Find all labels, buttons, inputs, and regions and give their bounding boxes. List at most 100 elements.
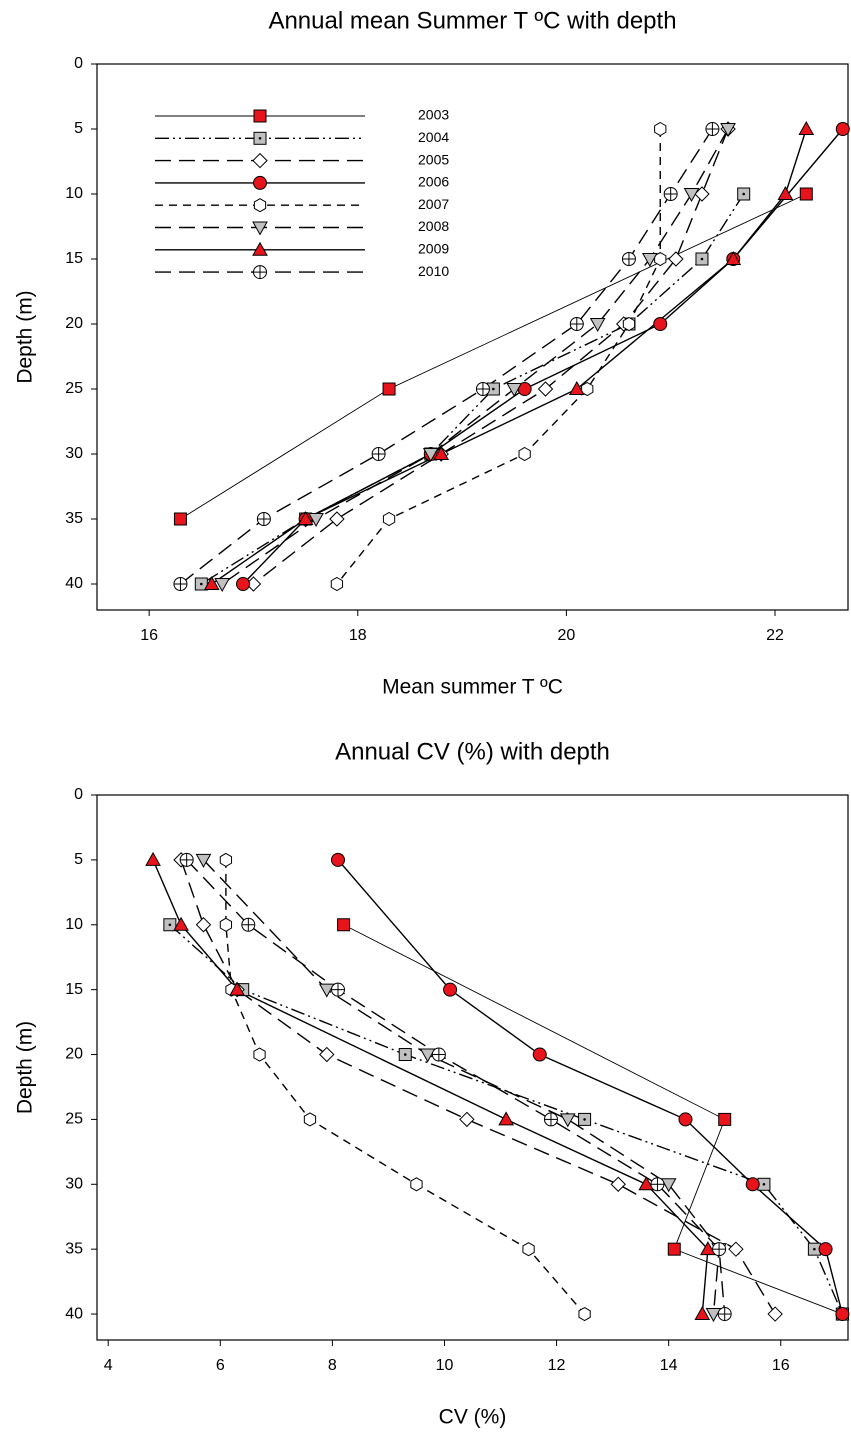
legend-marker bbox=[252, 241, 268, 256]
marker-shape bbox=[410, 1177, 423, 1192]
series-line bbox=[200, 193, 745, 585]
data-point bbox=[835, 1307, 850, 1322]
series-line bbox=[221, 128, 729, 585]
data-point bbox=[543, 1112, 558, 1127]
x-tick-label: 8 bbox=[328, 1357, 337, 1374]
data-point bbox=[203, 575, 220, 590]
marker-shape bbox=[253, 198, 267, 213]
marker-shape bbox=[798, 120, 815, 135]
x-tick-label: 22 bbox=[766, 627, 784, 644]
legend-marker bbox=[253, 175, 267, 190]
y-axis-label: Depth (m) bbox=[14, 1021, 37, 1114]
data-point bbox=[506, 383, 523, 398]
data-point bbox=[718, 1112, 732, 1126]
marker-shape bbox=[498, 1111, 514, 1126]
series-line bbox=[186, 859, 726, 1315]
marker-shape bbox=[297, 510, 314, 525]
data-point bbox=[422, 448, 439, 463]
x-tick-label: 12 bbox=[548, 1357, 566, 1374]
y-axis-label: Depth (m) bbox=[14, 290, 37, 383]
marker-shape bbox=[683, 188, 700, 203]
y-tick-label: 20 bbox=[65, 1046, 83, 1063]
y-tick-label: 0 bbox=[74, 55, 83, 72]
data-point bbox=[581, 381, 594, 397]
marker-shape bbox=[799, 187, 813, 201]
data-point bbox=[475, 382, 490, 396]
series-line bbox=[225, 859, 586, 1315]
marker-shape bbox=[214, 578, 231, 593]
data-point bbox=[318, 983, 335, 998]
data-point bbox=[329, 511, 345, 527]
marker-shape bbox=[433, 445, 450, 460]
data-point bbox=[683, 188, 700, 203]
data-point bbox=[532, 1047, 547, 1062]
data-point bbox=[589, 318, 606, 333]
legend-label: 2003 bbox=[418, 107, 449, 123]
marker-shape bbox=[589, 318, 606, 333]
marker-shape bbox=[532, 1047, 547, 1062]
data-point bbox=[219, 917, 233, 932]
data-point bbox=[303, 1112, 317, 1127]
data-point bbox=[459, 1111, 475, 1128]
marker-shape bbox=[718, 1112, 732, 1126]
legend-marker bbox=[253, 131, 267, 145]
data-point bbox=[163, 918, 177, 932]
data-point bbox=[638, 1176, 655, 1191]
series-line bbox=[152, 859, 709, 1315]
y-tick-label: 15 bbox=[65, 250, 83, 267]
marker-shape bbox=[610, 1176, 626, 1192]
marker-shape bbox=[835, 122, 850, 136]
data-point bbox=[382, 511, 396, 527]
data-point bbox=[653, 317, 668, 331]
data-point bbox=[253, 1047, 266, 1062]
marker-shape bbox=[195, 853, 212, 868]
marker-dot bbox=[200, 582, 203, 586]
marker-shape bbox=[337, 918, 351, 932]
data-point bbox=[621, 252, 636, 266]
series-line bbox=[253, 128, 729, 585]
data-point bbox=[145, 851, 161, 866]
data-point bbox=[650, 1177, 665, 1192]
marker-shape bbox=[678, 1112, 693, 1127]
y-tick-label: 0 bbox=[74, 786, 83, 803]
marker-dot bbox=[742, 192, 745, 196]
y-tick-label: 15 bbox=[65, 981, 83, 998]
series-line bbox=[180, 128, 713, 585]
marker-shape bbox=[654, 121, 667, 137]
marker-shape bbox=[382, 511, 396, 527]
data-point bbox=[297, 510, 314, 525]
data-point bbox=[578, 1306, 591, 1322]
marker-shape bbox=[330, 852, 345, 867]
data-point bbox=[578, 1112, 592, 1126]
data-point bbox=[654, 121, 667, 137]
data-point bbox=[431, 1047, 446, 1062]
marker-shape bbox=[330, 576, 344, 592]
data-point bbox=[745, 1177, 760, 1192]
marker-shape bbox=[537, 381, 554, 397]
marker-shape bbox=[173, 512, 187, 526]
x-tick-label: 16 bbox=[772, 1357, 790, 1374]
data-point bbox=[256, 512, 271, 526]
legend-label: 2007 bbox=[418, 196, 449, 212]
x-axis-label: Mean summer T ºC bbox=[382, 676, 563, 699]
marker-shape bbox=[252, 152, 268, 169]
legend-label: 2010 bbox=[418, 263, 449, 279]
data-point bbox=[241, 917, 256, 932]
x-tick-label: 18 bbox=[349, 627, 367, 644]
data-point bbox=[700, 1241, 716, 1256]
data-point bbox=[319, 1046, 335, 1063]
legend-marker bbox=[253, 109, 267, 123]
data-point bbox=[777, 185, 794, 200]
data-point bbox=[725, 250, 742, 265]
marker-shape bbox=[252, 241, 268, 256]
data-point bbox=[330, 576, 344, 592]
marker-shape bbox=[767, 1306, 783, 1322]
legend-label: 2006 bbox=[418, 174, 449, 190]
marker-dot bbox=[403, 1053, 407, 1056]
chart-title: Annual mean Summer T ºC with depth bbox=[268, 7, 676, 34]
marker-shape bbox=[422, 448, 439, 463]
data-point bbox=[410, 1177, 423, 1192]
data-point bbox=[835, 122, 850, 136]
data-point bbox=[660, 1178, 677, 1193]
